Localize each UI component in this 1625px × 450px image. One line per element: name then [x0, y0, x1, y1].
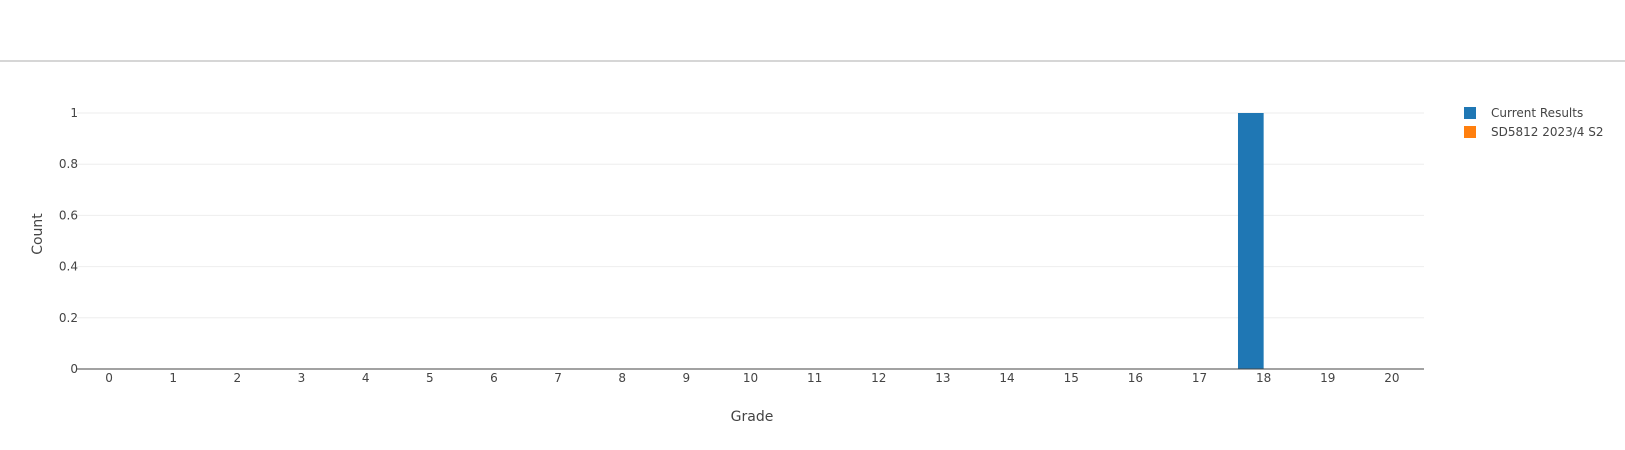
y-tick-label: 0.2: [59, 311, 78, 325]
x-tick-label: 8: [618, 371, 626, 385]
x-tick-label: 9: [683, 371, 691, 385]
y-tick-label: 0.6: [59, 208, 78, 222]
x-tick-label: 7: [554, 371, 562, 385]
x-tick-label: 11: [807, 371, 822, 385]
x-tick-label: 3: [298, 371, 306, 385]
x-tick-label: 15: [1064, 371, 1079, 385]
y-tick-label: 1: [70, 106, 78, 120]
x-tick-label: 5: [426, 371, 434, 385]
x-tick-label: 16: [1128, 371, 1143, 385]
legend[interactable]: Current Results SD5812 2023/4 S2: [1464, 106, 1604, 139]
y-tick-label: 0: [70, 362, 78, 376]
x-tick-label: 13: [935, 371, 950, 385]
legend-label[interactable]: SD5812 2023/4 S2: [1491, 125, 1604, 139]
y-tick-label: 0.8: [59, 157, 78, 171]
y-axis-title: Count: [30, 213, 46, 255]
y-tick-label: 0.4: [59, 260, 78, 274]
x-tick-label: 19: [1320, 371, 1335, 385]
x-axis-title: Grade: [731, 409, 774, 425]
x-tick-label: 4: [362, 371, 370, 385]
x-tick-label: 18: [1256, 371, 1271, 385]
legend-swatch[interactable]: [1464, 107, 1476, 119]
x-tick-label: 1: [169, 371, 177, 385]
x-tick-label: 20: [1384, 371, 1399, 385]
x-tick-label: 6: [490, 371, 498, 385]
y-tick-labels: 0 0.2 0.4 0.6 0.8 1: [59, 106, 78, 376]
top-bar: [0, 0, 1625, 62]
x-tick-label: 10: [743, 371, 758, 385]
bar[interactable]: [1237, 113, 1264, 369]
x-tick-label: 12: [871, 371, 886, 385]
legend-swatch[interactable]: [1464, 126, 1476, 138]
bars: [1237, 113, 1264, 369]
x-tick-label: 2: [234, 371, 242, 385]
x-tick-label: 14: [999, 371, 1014, 385]
x-tick-labels: 0 1 2 3 4 5 6 7 8 9 10 11 12 13 14 15 16 17 18 19 20: [105, 371, 1399, 385]
gridlines: [77, 112, 1424, 319]
legend-label[interactable]: Current Results: [1491, 106, 1583, 120]
x-tick-label: 0: [105, 371, 113, 385]
x-tick-label: 17: [1192, 371, 1207, 385]
